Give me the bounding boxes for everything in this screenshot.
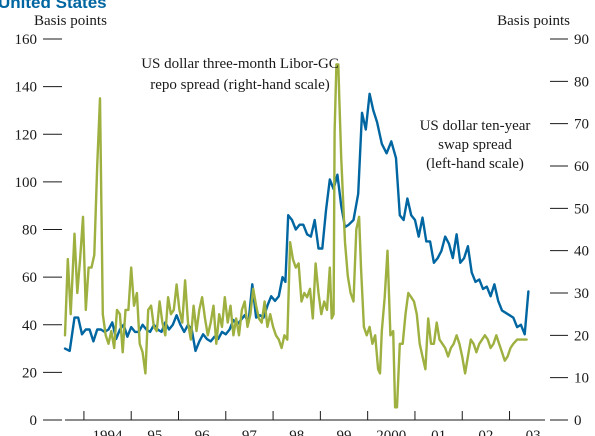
right-tick-label: 60 (574, 159, 589, 175)
right-tick-label: 90 (574, 32, 589, 48)
right-tick-label: 0 (574, 413, 582, 429)
x-tick-label: 02 (478, 428, 493, 436)
right-tick-label: 20 (574, 328, 589, 344)
left-tick-label: 40 (22, 318, 37, 334)
left-tick-label: 80 (22, 223, 37, 239)
left-axis-unit: Basis points (34, 13, 107, 29)
right-tick-label: 30 (574, 286, 589, 302)
x-tick-label: 95 (147, 428, 162, 436)
x-tick-label: 1994 (93, 428, 124, 436)
left-tick-label: 160 (15, 32, 38, 48)
right-tick-label: 80 (574, 74, 589, 90)
right-tick-label: 70 (574, 117, 589, 133)
x-tick-label: 96 (195, 428, 211, 436)
right-tick-label: 40 (574, 244, 589, 260)
chart-title: United States (0, 0, 107, 12)
x-tick-label: 2000 (376, 428, 406, 436)
series-line-libor-gc-spread (63, 63, 528, 409)
annotations-group: US dollar three-month Libor-GC repo sprea… (141, 56, 530, 172)
left-tick-label: 140 (15, 80, 38, 96)
left-tick-label: 100 (15, 175, 38, 191)
x-tick-label: 03 (526, 428, 541, 436)
left-tick-label: 20 (22, 365, 37, 381)
series-annotation: US dollar three-month Libor-GC repo sprea… (141, 56, 339, 93)
right-tick-label: 10 (574, 371, 589, 387)
x-tick-label: 97 (242, 428, 258, 436)
x-tick-label: 99 (337, 428, 352, 436)
left-tick-label: 60 (22, 270, 37, 286)
left-tick-label: 120 (15, 127, 38, 143)
right-tick-label: 50 (574, 201, 589, 217)
series-group (63, 63, 530, 409)
x-tick-label: 98 (289, 428, 304, 436)
right-axis-unit: Basis points (497, 13, 570, 29)
series-annotation: US dollar ten-year swap spread (left-hand … (420, 118, 531, 172)
series-line-swap-spread (63, 92, 530, 353)
left-tick-label: 0 (30, 413, 38, 429)
axes-group: 0204060801001201401600102030405060708090… (15, 32, 590, 436)
x-tick-label: 01 (431, 428, 446, 436)
